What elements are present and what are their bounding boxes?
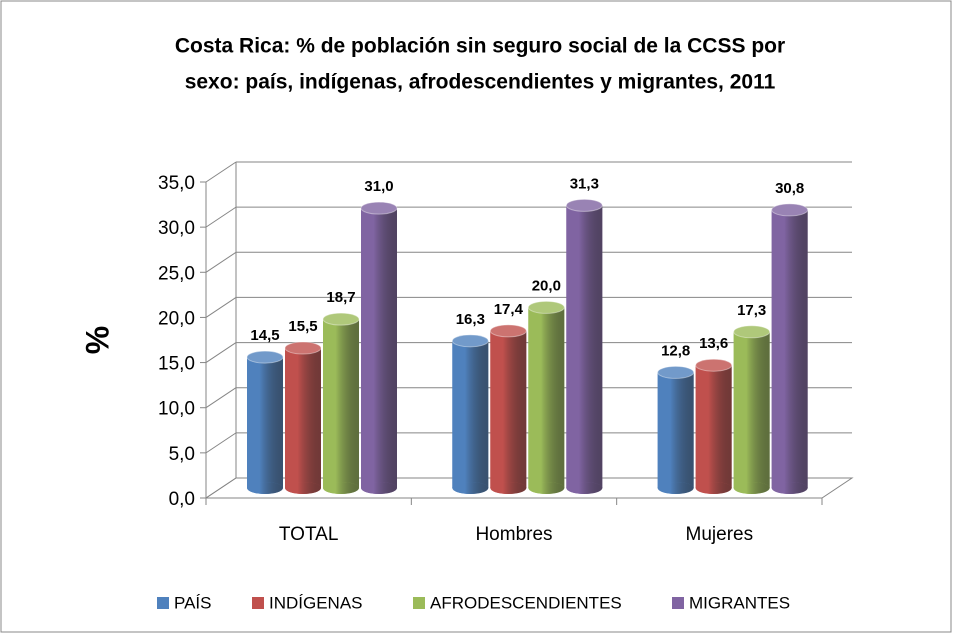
y-tick-label: 5,0 [169,444,195,465]
value-label: 17,3 [737,302,766,319]
bar [246,350,284,494]
bar [657,365,695,494]
x-tick-label: Hombres [475,524,552,545]
legend-label: MIGRANTES [689,593,790,612]
legend-swatch [672,597,684,609]
bar [489,324,527,494]
grid-line [205,387,237,409]
y-tick-label: 0,0 [169,489,195,510]
legend-swatch [157,597,169,609]
value-label: 17,4 [494,301,524,318]
bar [771,203,809,494]
bar [322,312,360,494]
x-tick-label: Mujeres [686,524,754,545]
y-tick-label: 15,0 [158,354,195,375]
value-label: 12,8 [661,342,690,359]
bar [695,358,733,494]
value-label: 30,8 [775,180,804,197]
value-label: 31,3 [570,175,599,192]
grid-line [205,297,237,318]
bar [733,325,771,494]
bar [527,300,565,494]
grid-line [205,161,237,183]
chart-title: sexo: país, indígenas, afrodescendientes… [185,71,776,94]
grid-line [205,477,237,499]
value-label: 18,7 [326,289,355,306]
grid-line [205,206,237,228]
value-label: 20,0 [532,277,561,294]
y-tick-label: 20,0 [158,308,195,329]
grid-line [205,251,237,273]
value-label: 14,5 [250,327,279,344]
y-tick-label: 10,0 [158,399,195,420]
bar [360,201,398,494]
y-tick-label: 25,0 [158,263,195,284]
y-tick-label: 30,0 [158,218,195,239]
legend-swatch [413,597,425,609]
value-label: 16,3 [456,311,485,328]
y-axis-label: % [79,326,115,354]
bar [284,341,322,494]
value-label: 31,0 [364,178,393,195]
y-tick-label: 35,0 [158,173,195,194]
value-label: 13,6 [699,335,728,352]
bar [565,198,603,494]
grid-line [205,342,237,363]
x-tick-label: TOTAL [279,524,338,545]
grid-line [205,432,237,454]
value-label: 15,5 [288,318,317,335]
legend-swatch [252,597,264,609]
legend-label: PAÍS [174,593,211,612]
bar [451,334,489,494]
legend-label: INDÍGENAS [269,593,363,612]
chart-title: Costa Rica: % de población sin seguro so… [175,35,785,58]
legend-label: AFRODESCENDIENTES [430,593,622,612]
